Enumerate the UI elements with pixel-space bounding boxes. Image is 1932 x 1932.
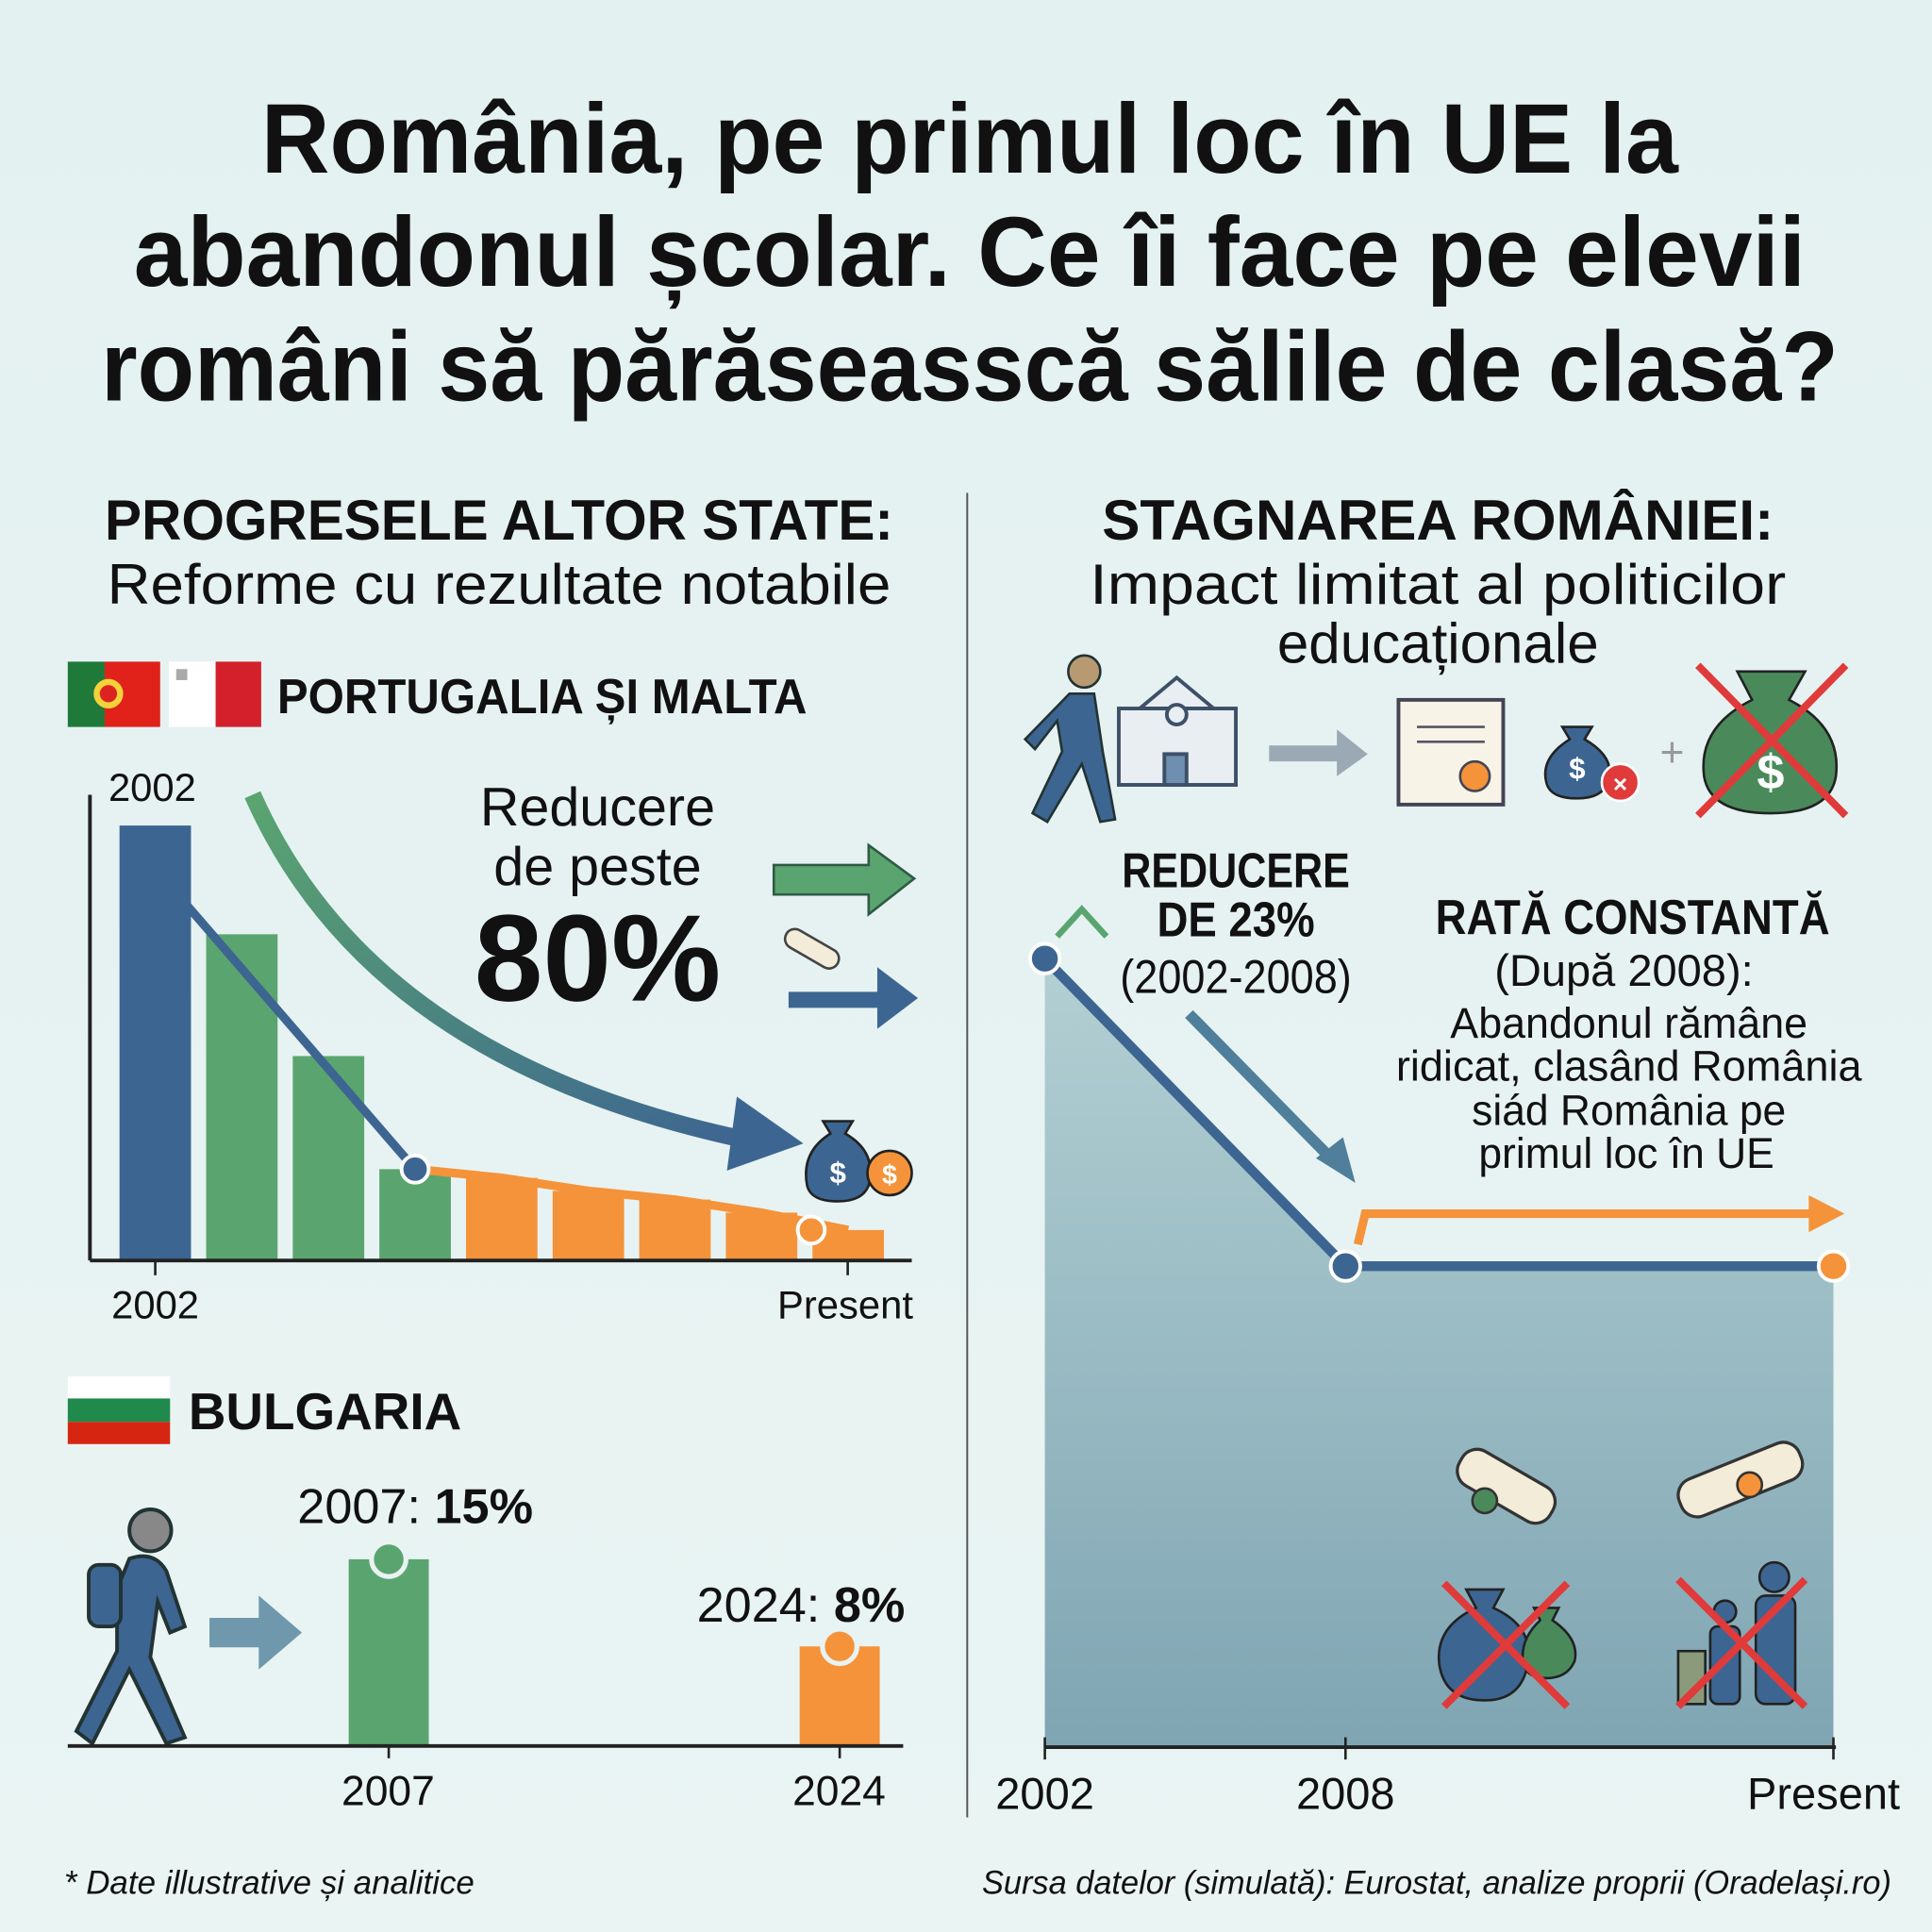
right-heading: STAGNAREA ROMÂNIEI: bbox=[1102, 489, 1774, 552]
bg-marker-2024 bbox=[820, 1626, 860, 1667]
diploma-arrow-icon bbox=[783, 927, 919, 1029]
ro-marker-2002 bbox=[1027, 941, 1062, 975]
bulgaria-label: BULGARIA bbox=[189, 1382, 461, 1441]
right-subheading-line1: Impact limitat al politicilor bbox=[1090, 553, 1786, 616]
ro-reduction-line1: REDUCERE bbox=[1122, 843, 1350, 898]
pt-trend-curve-arrow bbox=[244, 791, 748, 1149]
ro-x-label-2008: 2008 bbox=[1296, 1768, 1395, 1818]
malta-flag bbox=[168, 661, 261, 727]
ro-decline-arrowhead bbox=[1315, 1137, 1356, 1183]
pt-callout-value: 80% bbox=[475, 890, 721, 1027]
pt-marker-mid bbox=[399, 1154, 431, 1185]
student-walking-icon bbox=[74, 1507, 188, 1747]
ro-marker-Present bbox=[1816, 1249, 1851, 1283]
large-money-bag-crossed-icon: $ bbox=[1695, 662, 1849, 819]
pt-trend-arrowhead bbox=[726, 1096, 804, 1171]
ro-x-label-2002: 2002 bbox=[995, 1768, 1094, 1818]
pt-bar-5 bbox=[465, 1177, 538, 1261]
ro-reduction-line3: (2002-2008) bbox=[1120, 951, 1352, 1004]
money-bag-cross-icon: $ × bbox=[1543, 725, 1641, 803]
ro-reduction-line2: DE 23% bbox=[1157, 893, 1314, 948]
pt-trend-lines bbox=[152, 865, 850, 1246]
gray-arrow-icon bbox=[1269, 729, 1368, 776]
left-heading: PROGRESELE ALTOR STATE: bbox=[105, 489, 893, 552]
certificate-icon bbox=[1396, 697, 1506, 807]
pt-bar-6 bbox=[552, 1191, 625, 1261]
bulgaria-arrow-icon bbox=[209, 1595, 302, 1670]
title-line-2: abandonul școlar. Ce îi face pe elevii bbox=[134, 197, 1806, 308]
money-bag-coin-icon: $ $ bbox=[805, 1120, 913, 1203]
ro-constant-text-1: Abandonul rămâne bbox=[1450, 999, 1807, 1047]
left-subheading: Reforme cu rezultate notabile bbox=[108, 553, 891, 616]
diploma-icon bbox=[1676, 1441, 1805, 1519]
bulgaria-flag bbox=[67, 1375, 171, 1444]
ro-constant-title: RATĂ CONSTANTĂ bbox=[1436, 891, 1830, 945]
pt-bar-7 bbox=[639, 1199, 711, 1261]
family-crossed-icon bbox=[1675, 1560, 1808, 1709]
bg-x-label-2007: 2007 bbox=[341, 1768, 435, 1814]
pt-blue-trend-line bbox=[152, 865, 419, 1173]
title-line-3: români să părăseasscă sălile de clasă? bbox=[101, 311, 1839, 422]
pt-callout-line1: Reducere bbox=[480, 777, 715, 838]
ro-constant-text-2: ridicat, clasând România bbox=[1396, 1041, 1862, 1090]
pt-x-label-present: Present bbox=[777, 1283, 913, 1327]
green-right-arrow-icon bbox=[772, 842, 917, 917]
green-caret-icon bbox=[1055, 905, 1109, 939]
bg-label-2024: 2024: 8% bbox=[697, 1578, 906, 1633]
ro-constant-subtitle: (După 2008): bbox=[1494, 945, 1753, 995]
footer-source: Sursa datelor (simulată): Eurostat, anal… bbox=[982, 1865, 1891, 1902]
ro-decline-arrow bbox=[1185, 1009, 1341, 1169]
pt-bar-3 bbox=[292, 1056, 365, 1261]
pt-bar-1 bbox=[119, 825, 192, 1261]
plus-icon: + bbox=[1659, 729, 1684, 775]
ro-constant-text-3: siád România pe bbox=[1472, 1086, 1786, 1134]
svg-text:$: $ bbox=[1569, 752, 1585, 785]
portugal-malta-bars bbox=[119, 825, 885, 1261]
pt-x-label-2002: 2002 bbox=[111, 1283, 199, 1327]
ro-constant-arrow bbox=[1353, 1208, 1818, 1246]
romania-area-chart bbox=[1027, 941, 1851, 1760]
portugal-flag bbox=[67, 661, 160, 727]
ro-constant-text-4: primul loc în UE bbox=[1478, 1129, 1774, 1177]
ro-constant-arrowhead bbox=[1808, 1194, 1845, 1233]
money-bags-crossed-icon bbox=[1437, 1580, 1577, 1709]
student-leaving-icon bbox=[1023, 654, 1117, 824]
portugal-malta-label: PORTUGALIA ȘI MALTA bbox=[277, 670, 808, 724]
pt-marker-present bbox=[795, 1214, 827, 1246]
footer-note: * Date illustrative și analitice bbox=[64, 1865, 475, 1902]
bg-bar-2007 bbox=[348, 1558, 429, 1746]
bg-marker-2007 bbox=[369, 1539, 408, 1579]
ro-x-label-present: Present bbox=[1747, 1768, 1900, 1818]
title-line-1: România, pe primul loc în UE la bbox=[261, 84, 1679, 194]
right-subheading-line2: educaționale bbox=[1277, 612, 1599, 675]
bulgaria-bars bbox=[348, 1539, 880, 1758]
pt-top-label-2002: 2002 bbox=[108, 765, 196, 809]
svg-text:$: $ bbox=[829, 1157, 845, 1190]
pt-orange-trend-line bbox=[414, 1164, 850, 1235]
pt-bar-2 bbox=[206, 934, 278, 1261]
school-building-icon bbox=[1117, 675, 1238, 787]
ro-area bbox=[1044, 958, 1834, 1748]
svg-text:×: × bbox=[1613, 770, 1627, 798]
diploma-icon bbox=[1456, 1447, 1557, 1525]
bg-x-label-2024: 2024 bbox=[792, 1768, 886, 1814]
pt-callout-line2: de peste bbox=[493, 837, 701, 897]
svg-text:$: $ bbox=[882, 1160, 897, 1191]
ro-marker-2008 bbox=[1328, 1249, 1362, 1283]
bg-label-2007: 2007: 15% bbox=[297, 1479, 533, 1534]
